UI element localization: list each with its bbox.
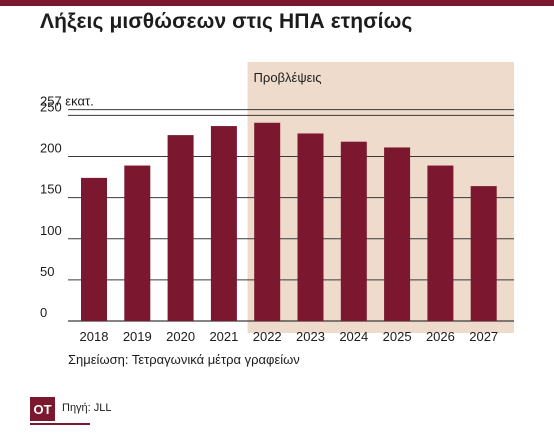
- x-tick-label: 2024: [339, 329, 368, 344]
- chart-title: Λήξεις μισθώσεων στις ΗΠΑ ετησίως: [40, 10, 413, 33]
- chart-note: Σημείωση: Τετραγωνικά μέτρα γραφείων: [68, 352, 300, 367]
- brand-logo: OT: [30, 397, 55, 421]
- bar-2019: [124, 165, 151, 321]
- y-tick-label: 150: [40, 182, 62, 197]
- y-tick-label: 100: [40, 223, 62, 238]
- bar-2023: [297, 133, 324, 321]
- y-tick-label: 250: [40, 99, 62, 114]
- bar-2026: [427, 165, 454, 321]
- x-tick-label: 2027: [469, 329, 498, 344]
- bar-2027: [470, 186, 497, 321]
- forecast-label: Προβλέψεις: [254, 70, 322, 85]
- x-tick-label: 2022: [253, 329, 282, 344]
- y-tick-label: 257 εκατ.: [40, 94, 94, 109]
- source-credit: Πηγή: JLL: [62, 402, 112, 414]
- y-tick-label: 200: [40, 141, 62, 156]
- x-tick-label: 2018: [80, 329, 109, 344]
- bar-2020: [167, 135, 194, 321]
- x-tick-label: 2019: [123, 329, 152, 344]
- x-tick-label: 2021: [209, 329, 238, 344]
- x-tick-label: 2023: [296, 329, 325, 344]
- bar-2018: [81, 177, 107, 321]
- bottom-accent-line: [30, 423, 90, 425]
- bar-2025: [384, 147, 411, 321]
- bar-2021: [210, 126, 237, 321]
- x-tick-label: 2025: [383, 329, 412, 344]
- y-tick-label: 50: [40, 264, 54, 279]
- x-tick-label: 2020: [166, 329, 195, 344]
- bar-2022: [254, 122, 281, 321]
- top-accent-rule: [0, 0, 554, 6]
- x-tick-label: 2026: [426, 329, 455, 344]
- y-tick-label: 0: [40, 305, 47, 320]
- bar-2024: [340, 141, 367, 321]
